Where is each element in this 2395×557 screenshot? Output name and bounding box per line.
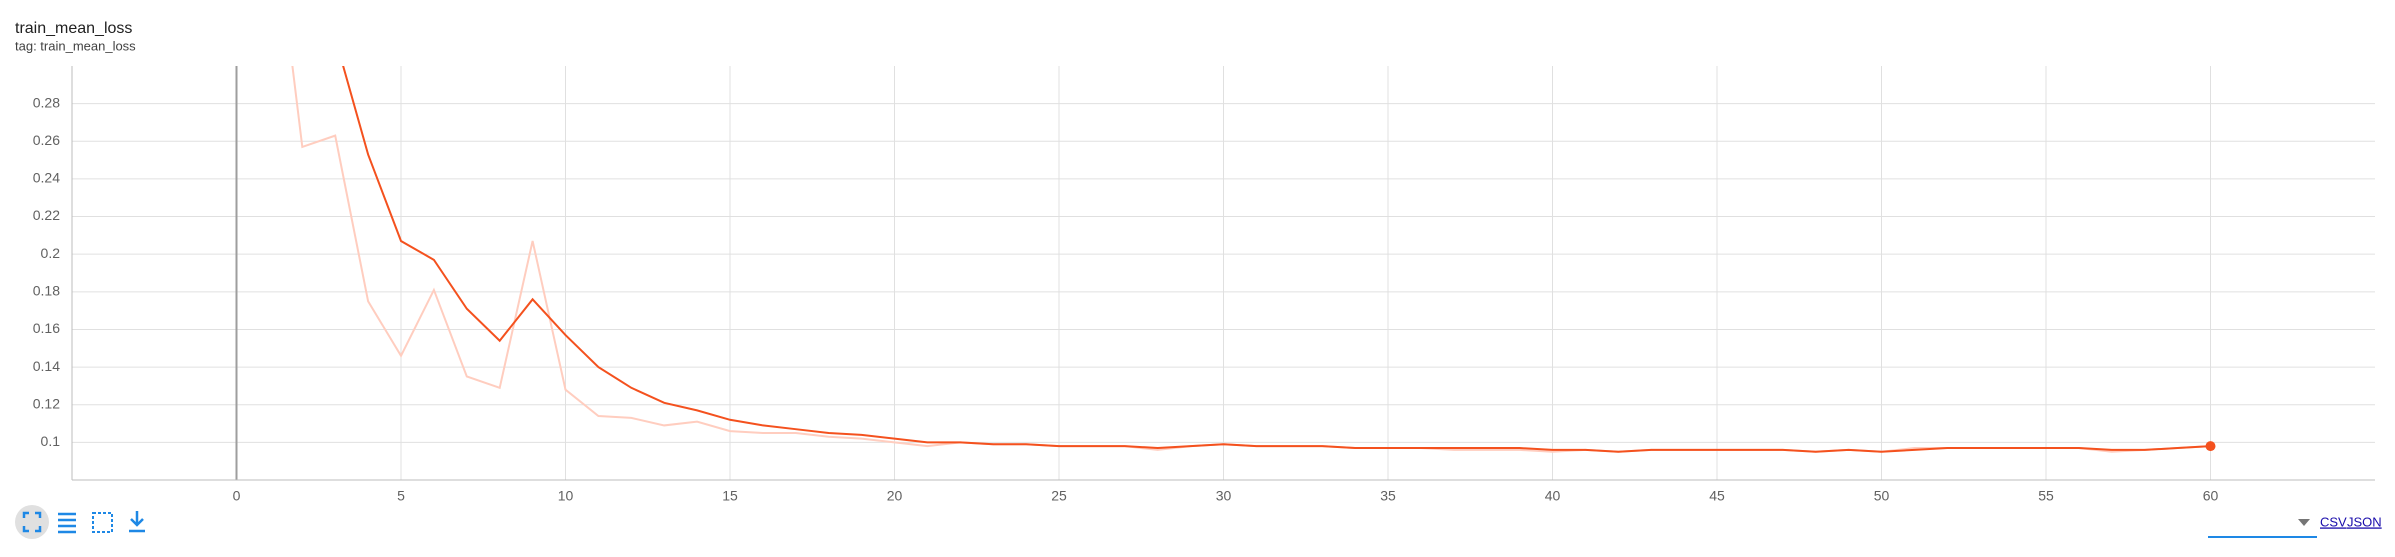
json-link[interactable]: JSON — [2347, 514, 2382, 529]
series-line — [342, 66, 2211, 453]
y-tick-label: 0.22 — [33, 207, 60, 223]
y-tick-label: 0.2 — [41, 245, 61, 261]
plot-area — [291, 66, 2211, 453]
x-tick-label: 10 — [558, 488, 574, 504]
x-tick-label: 0 — [233, 488, 241, 504]
x-tick-label: 55 — [2038, 488, 2054, 504]
x-tick-label: 20 — [887, 488, 903, 504]
y-tick-label: 0.12 — [33, 395, 60, 411]
download-button[interactable] — [129, 511, 145, 533]
x-tick-label: 25 — [1051, 488, 1067, 504]
y-tick-label: 0.1 — [41, 433, 61, 449]
x-tick-label: 45 — [1709, 488, 1725, 504]
x-tick-label: 60 — [2203, 488, 2219, 504]
fit-icon — [22, 511, 42, 533]
y-tick-label: 0.18 — [33, 283, 60, 299]
chart-subtitle: tag: train_mean_loss — [15, 38, 136, 53]
y-tick-label: 0.28 — [33, 94, 60, 110]
csv-link[interactable]: CSV — [2320, 514, 2347, 529]
toolbar — [15, 505, 145, 539]
x-tick-label: 40 — [1545, 488, 1561, 504]
x-tick-label: 5 — [397, 488, 405, 504]
grid — [72, 66, 2375, 480]
x-tick-label: 50 — [1874, 488, 1890, 504]
chart-title: train_mean_loss — [15, 20, 132, 37]
dropdown-arrow[interactable] — [2298, 519, 2310, 526]
y-tick-label: 0.24 — [33, 170, 60, 186]
x-tick-label: 30 — [1216, 488, 1232, 504]
y-tick-label: 0.14 — [33, 358, 60, 374]
x-tick-label: 15 — [722, 488, 738, 504]
log-button[interactable] — [58, 512, 76, 534]
y-tick-label: 0.26 — [33, 132, 60, 148]
end-point — [2205, 441, 2216, 452]
fit-button[interactable] — [15, 505, 49, 539]
y-tick-label: 0.16 — [33, 320, 60, 336]
x-tick-label: 35 — [1380, 488, 1396, 504]
zoom-button[interactable] — [92, 512, 113, 533]
